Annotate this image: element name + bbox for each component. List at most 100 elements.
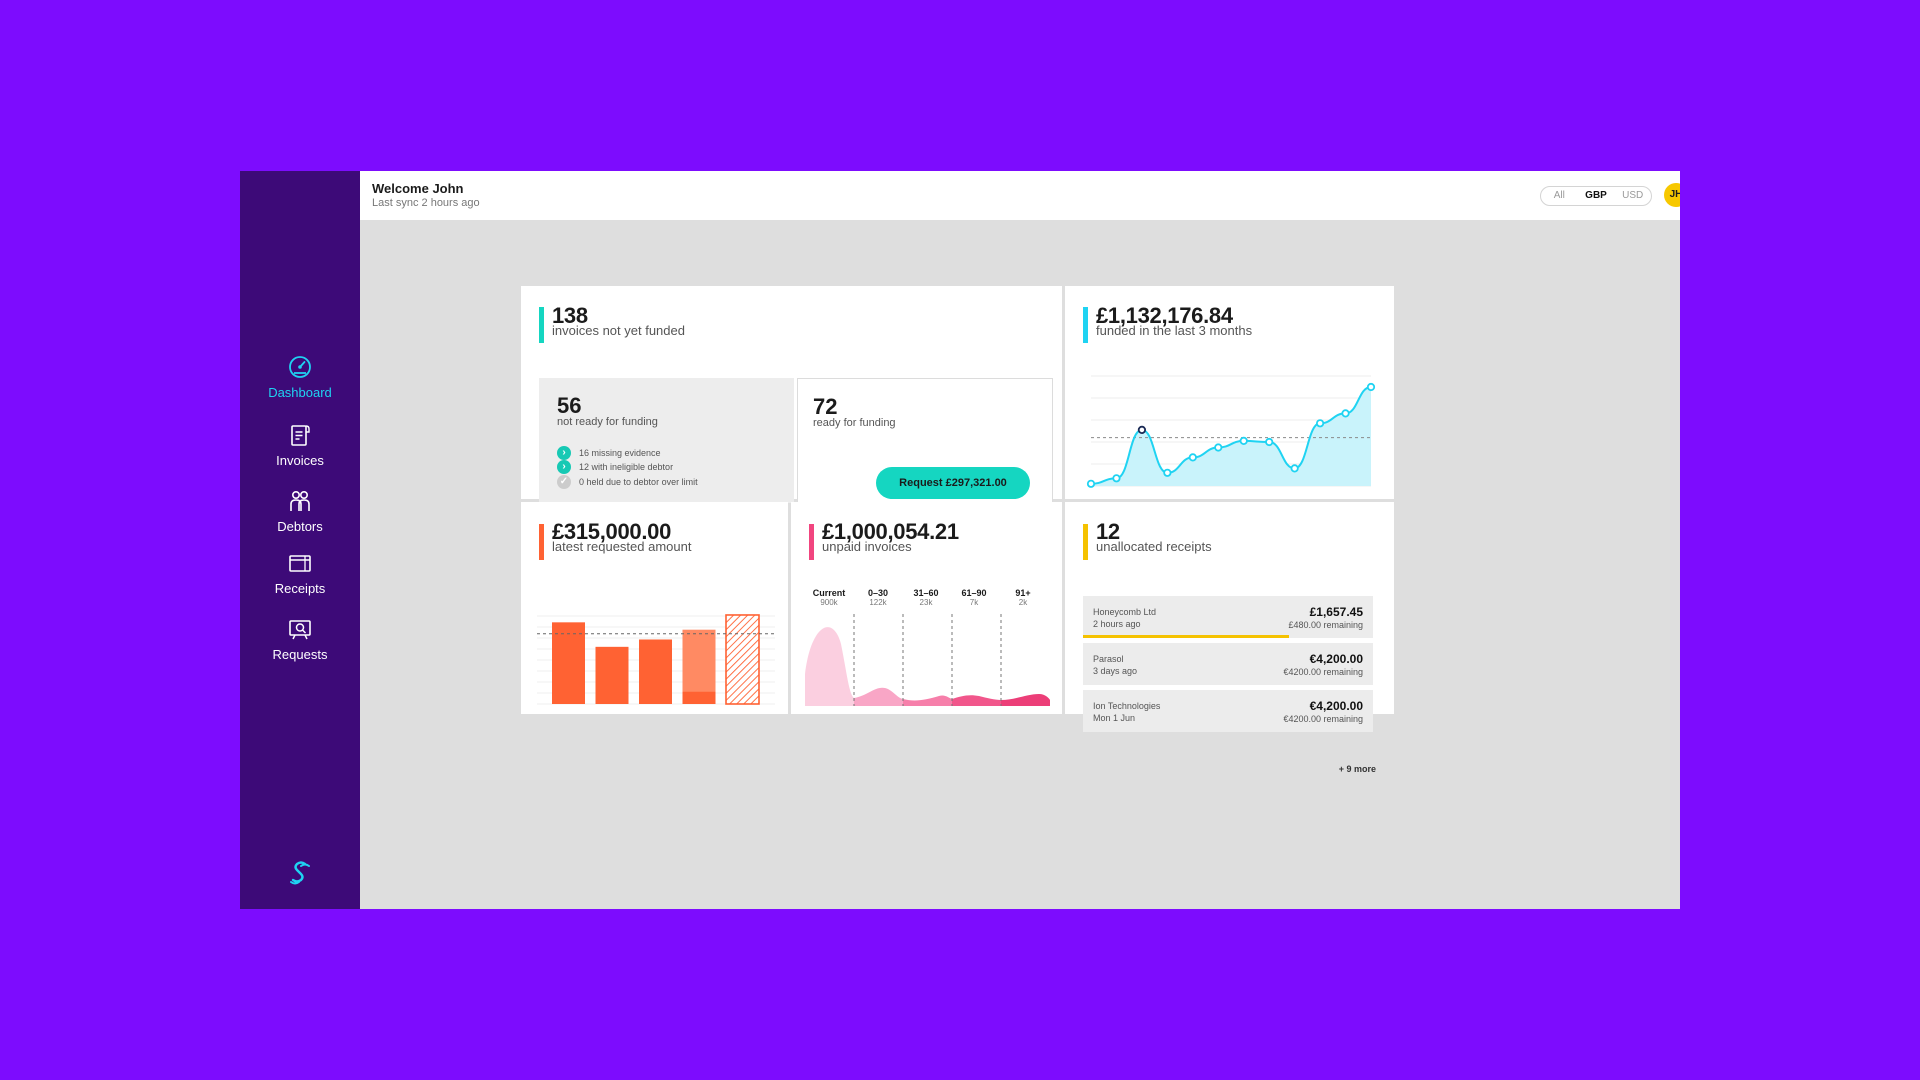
age-bucket-0-30: 0–30 122k <box>867 588 889 607</box>
chevron-right-icon: › <box>557 460 571 474</box>
data-point <box>1137 425 1147 435</box>
data-point <box>1214 443 1223 452</box>
people-icon <box>290 491 310 511</box>
receipts-count: 12 <box>1096 519 1120 544</box>
data-point <box>1341 409 1350 418</box>
app-window: Dashboard Invoices Debtors Receipts Requ… <box>240 171 1680 909</box>
funded-line-chart <box>1086 375 1376 488</box>
ready-label: ready for funding <box>813 417 896 429</box>
avatar[interactable]: JH <box>1664 183 1680 207</box>
bar <box>552 622 585 704</box>
sidebar-item-label: Debtors <box>277 519 323 534</box>
age-bucket-current: Current 900k <box>812 588 846 607</box>
sidebar-item-dashboard[interactable]: Dashboard <box>240 353 360 421</box>
sidebar-item-receipts[interactable]: Receipts <box>240 549 360 615</box>
not-ready-box: 56 not ready for funding › 16 missing ev… <box>539 378 794 503</box>
receipt-remaining: €4200.00 remaining <box>1283 667 1363 677</box>
ready-count: 72 <box>813 394 838 419</box>
welcome-title: Welcome John <box>372 181 464 196</box>
reason-label: 12 with ineligible debtor <box>579 462 674 472</box>
age-area <box>903 695 952 706</box>
receipt-time: 2 hours ago <box>1093 619 1141 629</box>
bar-segment <box>682 691 716 704</box>
requested-bar <box>725 614 760 705</box>
card-unpaid: £1,000,054.21 unpaid invoices Current 900… <box>791 502 1062 714</box>
reason-ineligible-debtor[interactable]: › 12 with ineligible debtor <box>557 460 673 474</box>
bar <box>639 639 672 704</box>
area-fill <box>1091 387 1371 486</box>
unpaid-amount: £1,000,054.21 <box>822 519 959 544</box>
age-area <box>854 687 903 706</box>
currency-option-usd[interactable]: USD <box>1622 190 1644 201</box>
receipt-time: 3 days ago <box>1093 666 1138 676</box>
receipt-icon <box>289 555 311 572</box>
receipt-payer: Parasol <box>1093 654 1124 664</box>
ready-box: 72 ready for funding Request £297,321.00 <box>797 378 1053 503</box>
sidebar-item-invoices[interactable]: Invoices <box>240 421 360 487</box>
receipt-amount: €4,200.00 <box>1309 699 1363 713</box>
requested-label: latest requested amount <box>552 539 692 554</box>
receipt-time: Mon 1 Jun <box>1093 713 1136 723</box>
sidebar-item-requests[interactable]: Requests <box>240 615 360 675</box>
accent-bar <box>539 524 544 560</box>
chevron-right-icon: › <box>557 446 571 460</box>
bar <box>595 646 629 704</box>
currency-option-all[interactable]: All <box>1553 190 1565 201</box>
sidebar-item-label: Dashboard <box>268 385 332 400</box>
receipt-amount: €4,200.00 <box>1309 652 1363 666</box>
currency-option-gbp[interactable]: GBP <box>1585 190 1607 201</box>
accent-bar <box>809 524 814 560</box>
card-funded: £1,132,176.84 funded in the last 3 month… <box>1065 286 1394 499</box>
request-icon <box>289 620 311 640</box>
sidebar-item-label: Requests <box>272 647 328 662</box>
sync-status: Last sync 2 hours ago <box>372 197 480 209</box>
age-bucket-61-90: 61–90 7k <box>961 588 987 607</box>
not-funded-label: invoices not yet funded <box>552 323 685 338</box>
not-ready-label: not ready for funding <box>557 416 658 428</box>
sidebar-item-label: Invoices <box>276 453 324 468</box>
unpaid-label: unpaid invoices <box>822 539 912 554</box>
top-bar: Welcome John Last sync 2 hours ago All G… <box>360 171 1680 220</box>
receipt-row[interactable]: Parasol 3 days ago €4,200.00 €4200.00 re… <box>1083 643 1373 685</box>
card-requested: £315,000.00 latest requested amount <box>521 502 788 714</box>
reason-label: 0 held due to debtor over limit <box>579 477 698 487</box>
sidebar-item-label: Receipts <box>274 581 326 596</box>
gauge-icon <box>289 356 311 378</box>
requested-amount: £315,000.00 <box>552 519 672 544</box>
data-point <box>1188 453 1197 462</box>
currency-toggle[interactable]: All GBP USD <box>1540 186 1652 206</box>
reason-missing-evidence[interactable]: › 16 missing evidence <box>557 446 661 460</box>
request-funding-button[interactable]: Request £297,321.00 <box>876 467 1030 499</box>
reason-label: 16 missing evidence <box>579 448 661 458</box>
receipt-row[interactable]: Honeycomb Ltd 2 hours ago £1,657.45 £480… <box>1083 596 1373 638</box>
receipt-amount: £1,657.45 <box>1309 605 1363 619</box>
funded-amount: £1,132,176.84 <box>1096 303 1233 328</box>
receipt-row[interactable]: Ion Technologies Mon 1 Jun €4,200.00 €42… <box>1083 690 1373 732</box>
not-funded-count: 138 <box>552 303 588 328</box>
receipt-remaining: €4200.00 remaining <box>1283 714 1363 724</box>
accent-bar <box>539 307 544 343</box>
data-point <box>1315 419 1325 428</box>
data-point <box>1112 474 1121 483</box>
age-area <box>805 627 854 706</box>
age-area <box>952 695 1001 706</box>
data-point <box>1265 437 1274 447</box>
age-bucket-31-60: 31–60 23k <box>913 588 939 607</box>
accent-bar <box>1083 307 1088 343</box>
data-point <box>1290 464 1299 473</box>
bar <box>682 629 716 704</box>
more-receipts-link[interactable]: + 9 more <box>1338 764 1376 774</box>
unpaid-area-chart <box>805 614 1050 706</box>
requested-bar-chart <box>537 614 775 705</box>
card-not-funded: 138 invoices not yet funded 56 not ready… <box>521 286 1062 503</box>
check-icon: ✓ <box>557 475 571 489</box>
brand-logo-icon <box>290 861 310 885</box>
sidebar-nav: Dashboard Invoices Debtors Receipts Requ… <box>240 353 360 675</box>
data-point <box>1239 436 1248 446</box>
accent-bar <box>1083 524 1088 560</box>
receipts-label: unallocated receipts <box>1096 539 1212 554</box>
sidebar-item-debtors[interactable]: Debtors <box>240 487 360 549</box>
data-point <box>1086 479 1096 488</box>
reason-over-limit: ✓ 0 held due to debtor over limit <box>557 475 698 489</box>
receipt-allocation-bar <box>1083 635 1289 638</box>
